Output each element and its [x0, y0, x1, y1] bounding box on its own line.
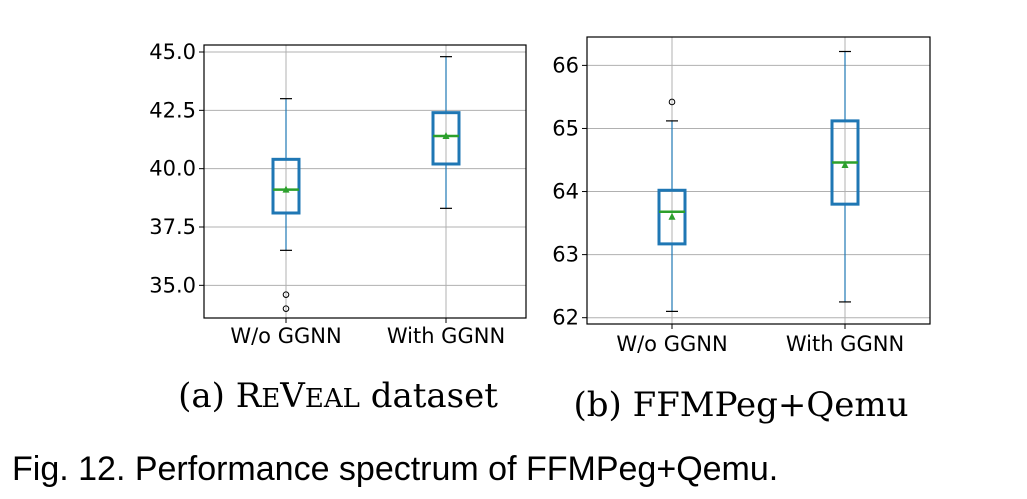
- y-tick-label: 42.5: [149, 98, 196, 122]
- figure-caption: Fig. 12. Performance spectrum of FFMPeg+…: [12, 450, 779, 488]
- outlier-point: [668, 98, 676, 106]
- x-category-label: With GGNN: [387, 324, 505, 348]
- y-tick-label: 37.5: [149, 215, 196, 239]
- box-iqr: [271, 157, 301, 215]
- chart-ffmpeg-qemu: 62 63 64 65 66 W/o GGNN With GGNN (b) FFMPeg+Qe…: [552, 36, 931, 425]
- plot-frame: [203, 44, 527, 319]
- mean-marker: [442, 132, 450, 139]
- y-tick-label: 45.0: [149, 40, 196, 64]
- y-tick-label: 40.0: [149, 157, 196, 181]
- mean-marker: [668, 212, 676, 220]
- y-tick-label: 62: [552, 306, 579, 330]
- y-tick-label: 63: [552, 243, 579, 267]
- x-category-label: W/o GGNN: [616, 332, 727, 356]
- outlier-point: [282, 291, 290, 298]
- box-1: [271, 98, 301, 312]
- subfigure-title: (b) FFMPeg+Qemu: [574, 385, 909, 425]
- x-category-label: W/o GGNN: [230, 324, 341, 348]
- box-iqr: [657, 188, 687, 246]
- x-category-label: With GGNN: [786, 332, 904, 356]
- plot-frame: [586, 36, 931, 325]
- outlier-point: [282, 305, 290, 312]
- box-2: [431, 56, 461, 209]
- y-tick-label: 64: [552, 180, 579, 204]
- mean-marker: [841, 161, 849, 169]
- box-2: [830, 50, 860, 303]
- y-tick-label: 35.0: [149, 273, 196, 297]
- box-iqr: [431, 111, 461, 166]
- y-tick-label: 65: [552, 116, 579, 140]
- subfigure-title: (a) REVEAL dataset: [178, 376, 498, 416]
- chart-reveal: 35.0 37.5 40.0 42.5 45.0 W/o GGNN With GGNN (a)…: [149, 40, 527, 416]
- mean-marker: [282, 185, 290, 193]
- box-1: [657, 98, 687, 312]
- y-tick-label: 66: [552, 53, 579, 77]
